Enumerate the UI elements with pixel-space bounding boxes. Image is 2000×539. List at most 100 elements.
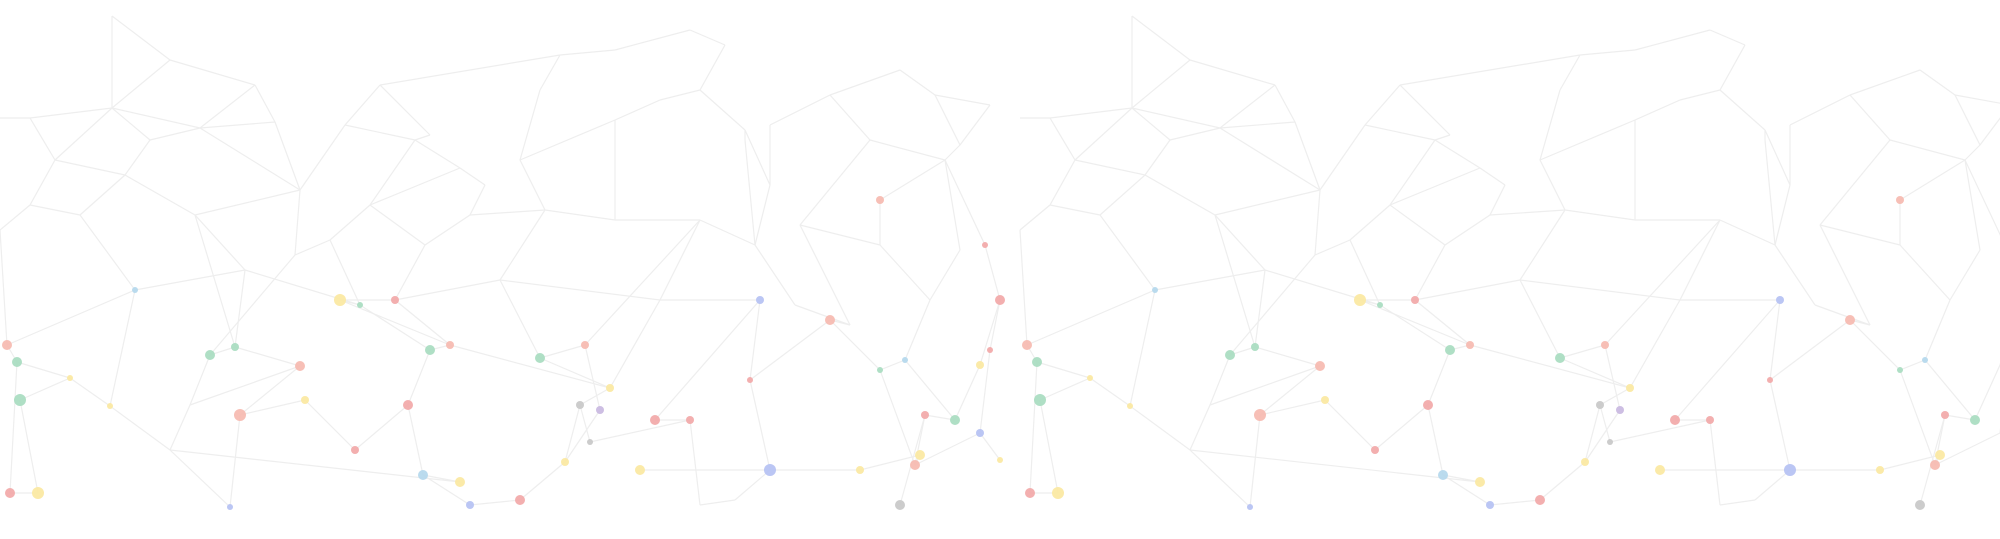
mesh-line [539, 357, 611, 389]
mesh-line [1324, 399, 1376, 451]
mesh-line [539, 54, 561, 91]
mesh-node-dot [227, 504, 233, 510]
mesh-line [1214, 214, 1266, 271]
mesh-line [1314, 189, 1321, 256]
mesh-line [1039, 399, 1059, 494]
mesh-line [499, 279, 541, 359]
mesh-line [299, 124, 346, 191]
mesh-node-dot [764, 464, 776, 476]
mesh-line [749, 379, 771, 471]
mesh-line [344, 84, 381, 126]
mesh-line [1314, 239, 1351, 256]
mesh-line [799, 224, 851, 326]
mesh-line [1209, 365, 1321, 406]
mesh-line [394, 279, 501, 301]
mesh-line [744, 139, 756, 246]
mesh-line [1489, 184, 1506, 216]
mesh-line [189, 354, 211, 406]
mesh-line [1599, 387, 1631, 406]
mesh-line [1434, 139, 1481, 169]
mesh-line [1189, 449, 1481, 483]
mesh-line [1249, 414, 1261, 508]
mesh-node-dot [1022, 340, 1032, 350]
mesh-line [1189, 59, 1276, 86]
mesh-node-dot [995, 295, 1005, 305]
mesh-node-dot [876, 196, 884, 204]
mesh-line [1719, 89, 1766, 131]
mesh-node-dot [1655, 465, 1665, 475]
mesh-line [6, 289, 136, 346]
mesh-line [829, 69, 901, 96]
mesh-line [499, 209, 546, 281]
mesh-node-dot [418, 470, 428, 480]
mesh-line [1964, 159, 2000, 236]
mesh-line [379, 84, 431, 136]
mesh-node-dot [1706, 416, 1714, 424]
mesh-line [879, 369, 916, 466]
mesh-line [1559, 344, 1606, 359]
mesh-node-dot [877, 367, 883, 373]
mesh-line [1849, 319, 1901, 371]
mesh-line [754, 184, 771, 246]
mesh-node-dot [301, 396, 309, 404]
mesh-node-dot [1596, 401, 1604, 409]
mesh-line [1214, 214, 1256, 348]
mesh-line [934, 94, 961, 146]
mesh-node-dot [1251, 343, 1259, 351]
mesh-node-dot [1607, 439, 1613, 445]
mesh-line [29, 204, 81, 216]
mesh-line [1774, 244, 1816, 306]
mesh-line [329, 204, 371, 241]
mesh-line [1364, 84, 1401, 126]
mesh-line [344, 124, 416, 141]
mesh-line [744, 129, 771, 186]
mesh-line [1604, 344, 1621, 411]
mesh-line [1764, 129, 1791, 186]
mesh-line [659, 219, 701, 301]
mesh-line [1769, 379, 1791, 471]
mesh-line [1479, 167, 1506, 186]
mesh-line [944, 159, 961, 251]
mesh-node-dot [234, 409, 246, 421]
mesh-node-dot [902, 357, 908, 363]
mesh-line [1129, 405, 1191, 451]
mesh-line [1364, 124, 1436, 141]
mesh-line [1819, 224, 1901, 246]
mesh-line [654, 299, 761, 421]
mesh-line [544, 209, 616, 221]
mesh-node-dot [295, 361, 305, 371]
mesh-node-dot [976, 361, 984, 369]
mesh-line [519, 119, 616, 161]
mesh-line [1219, 121, 1296, 129]
mesh-line [0, 204, 31, 231]
mesh-line [1019, 204, 1051, 231]
mesh-line [1679, 89, 1721, 101]
mesh-line [16, 361, 71, 379]
mesh-node-dot [606, 384, 614, 392]
mesh-line [934, 94, 991, 106]
mesh-node-dot [576, 401, 584, 409]
mesh-node-dot [1670, 415, 1680, 425]
mesh-node-dot [1032, 357, 1042, 367]
mesh-line [1819, 224, 1871, 326]
mesh-line [1489, 209, 1566, 216]
mesh-node-dot [587, 439, 593, 445]
mesh-line [944, 159, 986, 246]
mesh-line [564, 409, 601, 463]
mesh-line [859, 454, 921, 471]
mesh-node-dot [231, 343, 239, 351]
mesh-line [329, 239, 361, 306]
mesh-line [1964, 144, 1981, 161]
mesh-line [734, 469, 771, 501]
mesh-line [109, 405, 171, 451]
mesh-line [584, 219, 701, 346]
mesh-node-dot [1776, 296, 1784, 304]
mesh-line [422, 474, 471, 506]
mesh-line [1879, 454, 1941, 471]
mesh-line [369, 204, 426, 246]
mesh-node-dot [455, 477, 465, 487]
mesh-line [979, 349, 991, 434]
mesh-node-dot [132, 287, 138, 293]
mesh-line [1954, 94, 1981, 146]
